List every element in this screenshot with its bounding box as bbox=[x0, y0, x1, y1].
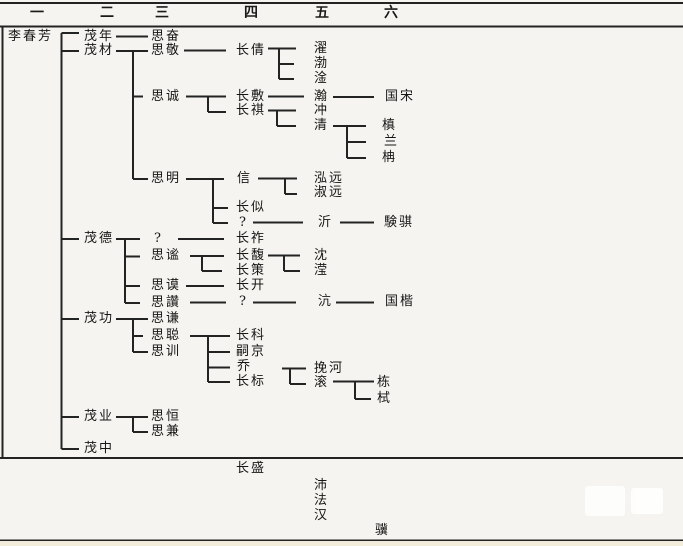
person-node: 思恒 bbox=[151, 409, 182, 424]
person-node: 栻 bbox=[377, 391, 393, 406]
person-node: 冲 bbox=[314, 103, 330, 118]
person-node: ? bbox=[239, 294, 248, 309]
person-node: 长标 bbox=[236, 374, 267, 389]
person-node: 沛 bbox=[314, 478, 330, 493]
generation-label: 六 bbox=[384, 5, 398, 21]
gen4-connectors bbox=[178, 49, 230, 383]
person-node: 淑远 bbox=[314, 185, 345, 200]
person-node: 李春芳 bbox=[8, 29, 54, 44]
person-node: 国楷 bbox=[385, 294, 416, 309]
gen2-bracket bbox=[60, 32, 79, 450]
person-node: 长祚 bbox=[236, 231, 267, 246]
watermark bbox=[585, 478, 663, 524]
person-node: 国宋 bbox=[385, 89, 416, 104]
person-node: 思奋 bbox=[151, 29, 182, 44]
person-node: 瀚 bbox=[314, 89, 330, 104]
gen3-connectors bbox=[116, 35, 148, 433]
gen5-connectors bbox=[253, 47, 306, 385]
person-node: 茂功 bbox=[84, 311, 115, 326]
person-node: ? bbox=[239, 215, 248, 230]
person-node: 思兼 bbox=[151, 424, 182, 439]
person-node: 茂德 bbox=[84, 231, 115, 246]
person-node: 长科 bbox=[236, 328, 267, 343]
gen6-connectors bbox=[333, 96, 374, 400]
person-node: 槙 bbox=[382, 118, 398, 133]
person-node: 渤 bbox=[314, 56, 330, 71]
person-node: 长似 bbox=[236, 200, 267, 215]
person-node: 沈 bbox=[314, 248, 330, 263]
person-node: 茂年 bbox=[84, 29, 115, 44]
person-node: 淦 bbox=[314, 71, 330, 86]
person-node: 茂中 bbox=[84, 441, 115, 456]
person-node: 濯 bbox=[314, 41, 330, 56]
person-node: ? bbox=[154, 231, 163, 246]
person-node: 泓远 bbox=[314, 171, 345, 186]
person-node: 茂业 bbox=[84, 409, 115, 424]
person-node: 长盛 bbox=[236, 461, 267, 476]
person-node: 滚 bbox=[314, 375, 330, 390]
generation-label: 一 bbox=[30, 5, 44, 21]
person-node: 柟 bbox=[382, 150, 398, 165]
person-node: 长倩 bbox=[236, 43, 267, 58]
person-node: 清 bbox=[314, 118, 330, 133]
person-node: 思敬 bbox=[151, 43, 182, 58]
person-node: 信 bbox=[237, 171, 253, 186]
person-node: 长策 bbox=[236, 263, 267, 278]
person-node: 嗣京 bbox=[236, 344, 267, 359]
person-node: 汉 bbox=[314, 508, 330, 523]
person-node: 乔 bbox=[237, 359, 253, 374]
generation-label: 二 bbox=[100, 5, 114, 21]
watermark-block bbox=[585, 486, 625, 516]
person-node: 兰 bbox=[384, 134, 400, 149]
person-node: 长祺 bbox=[236, 103, 267, 118]
person-node: 长敷 bbox=[236, 89, 267, 104]
generation-label: 三 bbox=[155, 5, 169, 21]
page-bottom-strip bbox=[0, 541, 683, 546]
person-node: 思谟 bbox=[151, 278, 182, 293]
person-node: 思诚 bbox=[151, 89, 182, 104]
watermark-block bbox=[631, 488, 663, 514]
person-node: 茂材 bbox=[84, 43, 115, 58]
person-node: 思谦 bbox=[151, 311, 182, 326]
person-node: 沂 bbox=[318, 215, 334, 230]
person-node: 法 bbox=[314, 493, 330, 508]
person-node: 滢 bbox=[314, 263, 330, 278]
person-node: 思谧 bbox=[151, 248, 182, 263]
person-node: 沆 bbox=[318, 294, 334, 309]
person-node: 长馥 bbox=[236, 248, 267, 263]
person-node: 思聪 bbox=[151, 328, 182, 343]
person-node: 挽河 bbox=[314, 361, 345, 376]
person-node: 栋 bbox=[377, 375, 393, 390]
person-node: 骥 bbox=[375, 523, 391, 538]
person-node: 思明 bbox=[151, 171, 182, 186]
generation-label: 四 bbox=[244, 5, 258, 21]
person-node: 长开 bbox=[236, 278, 267, 293]
generation-label: 五 bbox=[315, 5, 329, 21]
person-node: 験骐 bbox=[384, 215, 415, 230]
person-node: 思训 bbox=[151, 344, 182, 359]
person-node: 思讚 bbox=[151, 295, 182, 310]
